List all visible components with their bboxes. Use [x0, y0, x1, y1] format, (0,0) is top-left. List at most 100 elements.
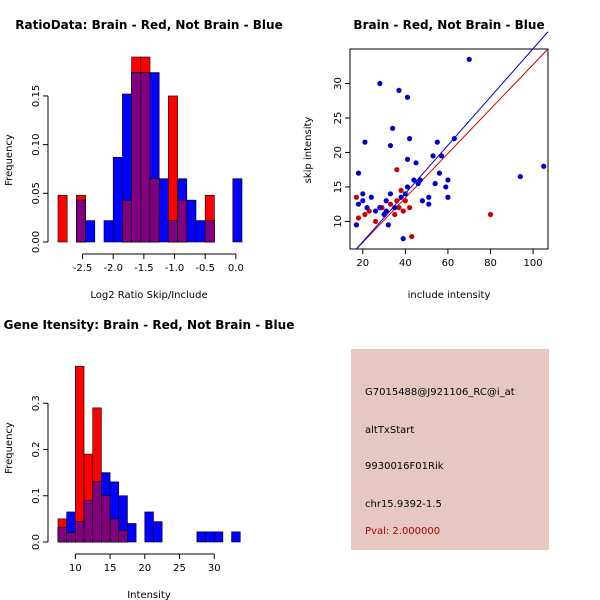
ratio-histogram-y-tick-label: 0.00	[31, 231, 42, 253]
scatter-plot-frame	[349, 48, 549, 250]
ratio-histogram-bar-overlap	[131, 72, 142, 243]
intensity-histogram-y-tick-label: 0.0	[31, 534, 42, 550]
intensity-histogram-bar-overlap	[66, 532, 76, 543]
scatter-y-tick-label: 30	[333, 77, 344, 90]
scatter-point-not-brain	[407, 136, 413, 142]
intensity-histogram-bar-not-brain	[231, 531, 241, 543]
scatter-point-not-brain	[368, 194, 374, 200]
intensity-histogram-y-label: Frequency	[4, 422, 15, 474]
intensity-histogram-bar-not-brain	[153, 521, 163, 543]
scatter-point-not-brain	[387, 191, 394, 197]
scatter-point-not-brain	[434, 139, 440, 145]
intensity-histogram-bar-overlap	[118, 530, 128, 543]
intensity-histogram-bar-overlap	[101, 495, 111, 543]
intensity-histogram-x-tick-label: 10	[69, 563, 82, 574]
ratio-histogram-title: RatioData: Brain - Red, Not Brain - Blue	[15, 18, 282, 32]
intensity-histogram-x-tick-label: 30	[208, 563, 221, 574]
intensity-histogram-y-tick-label: 0.3	[31, 395, 42, 411]
intensity-histogram-bar-not-brain	[213, 531, 224, 543]
scatter-point-not-brain	[404, 94, 411, 100]
scatter-point-not-brain	[413, 160, 419, 166]
probe-id-text: G7015488@J921106_RC@i_at	[365, 387, 515, 398]
scatter-point-not-brain	[426, 194, 432, 200]
ratio-histogram-y-tick-label: 0.10	[31, 133, 42, 155]
intensity-histogram-bar-overlap	[83, 500, 94, 543]
scatter-point-brain	[394, 198, 400, 204]
intensity-histogram-bar-not-brain	[205, 531, 215, 543]
scatter-point-not-brain	[517, 173, 523, 180]
ratio-histogram-bar-overlap	[168, 220, 178, 243]
scatter-point-not-brain	[387, 142, 394, 149]
ratio-histogram-x-tick-label: -2.5	[73, 263, 93, 274]
scatter-y-tick-label: 25	[333, 112, 344, 125]
scatter-point-not-brain	[364, 205, 370, 211]
scatter-point-brain	[409, 233, 415, 240]
scatter-x-label: include intensity	[408, 290, 491, 301]
ratio-histogram-bar-not-brain	[85, 220, 96, 243]
ratio-histogram-y-tick-label: 0.15	[31, 85, 42, 107]
probe-info-panel: G7015488@J921106_RC@i_at altTxStart 9930…	[351, 349, 549, 550]
ratio-histogram-x-tick-label: -1.5	[134, 263, 154, 274]
scatter-point-brain	[400, 208, 406, 214]
scatter-point-not-brain	[430, 153, 436, 159]
scatter-point-not-brain	[355, 170, 362, 176]
ratio-histogram-y-axis: 0.00 0.05 0.10 0.15	[31, 85, 49, 253]
gene-id-text: 9930016F01Rik	[365, 461, 444, 472]
scatter-fit-lines	[356, 31, 549, 250]
ratio-histogram-bar-overlap	[122, 199, 132, 243]
ratio-histogram-bar-not-brain	[103, 220, 114, 243]
scatter-point-brain	[394, 167, 400, 173]
scatter-point-not-brain	[451, 136, 457, 142]
intensity-histogram-y-axis: 0.0 0.1 0.2 0.3	[31, 395, 49, 550]
scatter-x-tick-label: 40	[399, 258, 412, 269]
scatter-point-not-brain	[541, 163, 547, 169]
intensity-histogram-title: Gene Itensity: Brain - Red, Not Brain - …	[4, 318, 295, 332]
ratio-histogram-x-label: Log2 Ratio Skip/Include	[90, 290, 207, 301]
scatter-point-brain	[372, 218, 379, 225]
ratio-histogram-bar-not-brain	[195, 220, 206, 243]
ratio-histogram-bars	[57, 56, 243, 243]
scatter-point-not-brain	[392, 205, 398, 211]
scatter-fit-line-brain	[356, 48, 549, 250]
intensity-histogram-bars	[57, 365, 241, 543]
ratio-histogram-x-axis: -2.5 -2.0 -1.5 -1.0 -0.5 0.0	[73, 253, 244, 274]
intensity-histogram-x-tick-label: 25	[173, 563, 186, 574]
intensity-histogram-x-tick-label: 15	[104, 563, 117, 574]
scatter-point-brain	[355, 215, 362, 221]
intensity-histogram-x-label: Intensity	[127, 590, 171, 600]
scatter-point-brain	[407, 205, 413, 211]
ratio-histogram-panel: RatioData: Brain - Red, Not Brain - Blue…	[4, 18, 283, 301]
ratio-histogram-bar-overlap	[76, 199, 86, 243]
scatter-point-brain	[487, 211, 494, 218]
scatter-point-brain	[387, 201, 394, 207]
scatter-point-not-brain	[383, 198, 389, 204]
scatter-y-axis: 10 15 20 25 30	[333, 77, 350, 228]
scatter-point-not-brain	[402, 191, 408, 197]
scatter-point-brain	[353, 194, 359, 200]
scatter-point-not-brain	[385, 222, 391, 228]
intensity-histogram-bar-not-brain	[196, 531, 206, 543]
intensity-histogram-bar-overlap	[57, 526, 67, 543]
ratio-histogram-bar-not-brain	[186, 199, 197, 243]
scatter-point-not-brain	[445, 177, 451, 183]
scatter-point-brain	[402, 198, 408, 204]
scatter-y-tick-label: 20	[333, 146, 344, 159]
scatter-point-not-brain	[389, 125, 396, 131]
scatter-y-tick-label: 10	[333, 215, 344, 228]
ratio-histogram-bar-brain	[57, 194, 68, 243]
ratio-histogram-x-tick-label: 0.0	[228, 263, 244, 274]
scatter-point-not-brain	[426, 201, 432, 207]
pval-text: Pval: 2.000000	[365, 526, 441, 537]
scatter-fit-line-not-brain	[356, 31, 549, 250]
scatter-point-not-brain	[411, 177, 417, 183]
ratio-histogram-bar-overlap	[177, 199, 188, 243]
ratio-histogram-bar-overlap	[204, 220, 215, 243]
scatter-x-axis: 20 40 60 80 100	[356, 249, 543, 269]
intensity-histogram-y-tick-label: 0.1	[31, 488, 42, 504]
scatter-x-tick-label: 100	[524, 258, 543, 269]
scatter-point-not-brain	[377, 80, 383, 87]
ratio-histogram-bar-not-brain	[232, 178, 243, 243]
scatter-point-brain	[396, 205, 402, 211]
scatter-point-not-brain	[438, 153, 445, 159]
